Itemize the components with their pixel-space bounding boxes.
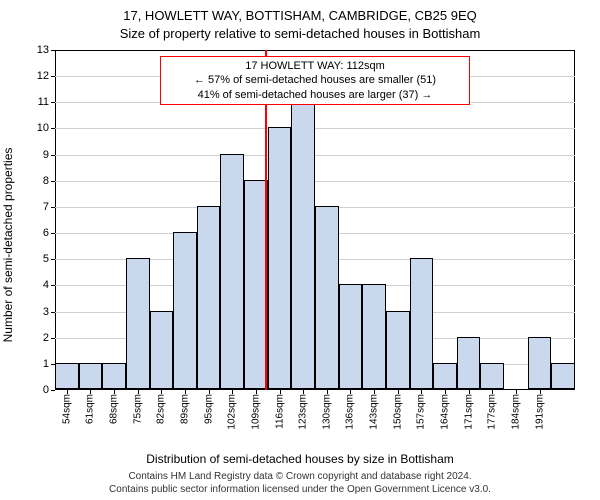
y-tick-mark <box>51 390 55 391</box>
x-tick-label: 157sqm <box>416 394 427 430</box>
x-tick-label: 136sqm <box>345 394 356 430</box>
y-tick-label: 1 <box>43 358 49 370</box>
footer-line2: Contains public sector information licen… <box>0 484 600 497</box>
x-tick-label: 68sqm <box>109 394 120 424</box>
histogram-bar <box>173 232 197 389</box>
y-tick-label: 2 <box>43 332 49 344</box>
y-tick-label: 3 <box>43 306 49 318</box>
annotation-line1: 17 HOWLETT WAY: 112sqm <box>167 59 463 73</box>
y-tick-label: 10 <box>37 122 49 134</box>
histogram-bar <box>126 258 150 389</box>
y-tick-label: 0 <box>43 384 49 396</box>
x-tick-label: 150sqm <box>392 394 403 430</box>
x-tick-label: 89sqm <box>180 394 191 424</box>
histogram-bar <box>480 363 504 389</box>
x-tick-label: 75sqm <box>132 394 143 424</box>
x-tick-label: 143sqm <box>369 394 380 430</box>
histogram-bar <box>268 127 292 389</box>
x-tick-label: 184sqm <box>510 394 521 430</box>
x-tick-label: 130sqm <box>321 394 332 430</box>
y-tick-mark <box>51 155 55 156</box>
x-tick-label: 116sqm <box>274 394 285 429</box>
histogram-bar <box>339 284 363 389</box>
histogram-bar <box>315 206 339 389</box>
y-tick-mark <box>51 128 55 129</box>
histogram-bar <box>197 206 221 389</box>
histogram-bar <box>55 363 79 389</box>
y-tick-mark <box>51 259 55 260</box>
annotation-line2: ← 57% of semi-detached houses are smalle… <box>167 73 463 87</box>
figure-footer: Contains HM Land Registry data © Crown c… <box>0 471 600 496</box>
x-axis-label: Distribution of semi-detached houses by … <box>0 452 600 466</box>
histogram-bar <box>551 363 575 389</box>
figure-title-line1: 17, HOWLETT WAY, BOTTISHAM, CAMBRIDGE, C… <box>0 8 600 23</box>
x-tick-label: 164sqm <box>440 394 451 430</box>
y-tick-label: 7 <box>43 201 49 213</box>
y-tick-mark <box>51 181 55 182</box>
histogram-bar <box>362 284 386 389</box>
y-axis-label: Number of semi-detached properties <box>1 148 15 343</box>
histogram-bar <box>386 311 410 389</box>
histogram-bar <box>457 337 481 389</box>
y-tick-mark <box>51 233 55 234</box>
y-tick-label: 6 <box>43 227 49 239</box>
histogram-bar <box>528 337 552 389</box>
y-tick-label: 13 <box>37 44 49 56</box>
y-tick-mark <box>51 207 55 208</box>
histogram-bar <box>150 311 174 389</box>
y-tick-mark <box>51 50 55 51</box>
histogram-bar <box>102 363 126 389</box>
x-tick-label: 61sqm <box>85 394 96 424</box>
histogram-bar <box>433 363 457 389</box>
y-tick-label: 4 <box>43 279 49 291</box>
figure-title-line2: Size of property relative to semi-detach… <box>0 26 600 41</box>
y-tick-mark <box>51 285 55 286</box>
y-gridline <box>55 128 575 129</box>
chart-plot-area: 17 HOWLETT WAY: 112sqm ← 57% of semi-det… <box>55 50 575 390</box>
y-tick-label: 11 <box>38 96 49 108</box>
x-tick-label: 123sqm <box>298 394 309 430</box>
y-tick-label: 12 <box>37 70 49 82</box>
x-tick-label: 95sqm <box>203 394 214 424</box>
x-tick-label: 109sqm <box>250 394 261 430</box>
x-tick-label: 171sqm <box>463 394 474 430</box>
x-tick-label: 191sqm <box>534 394 545 430</box>
annotation-line3: 41% of semi-detached houses are larger (… <box>167 88 463 102</box>
histogram-bar <box>220 154 244 389</box>
figure-root: 17, HOWLETT WAY, BOTTISHAM, CAMBRIDGE, C… <box>0 0 600 500</box>
y-tick-mark <box>51 76 55 77</box>
annotation-box: 17 HOWLETT WAY: 112sqm ← 57% of semi-det… <box>160 56 470 105</box>
y-tick-mark <box>51 312 55 313</box>
y-tick-mark <box>51 102 55 103</box>
y-tick-label: 5 <box>43 253 49 265</box>
y-tick-mark <box>51 338 55 339</box>
x-tick-label: 102sqm <box>227 394 238 430</box>
histogram-bar <box>79 363 103 389</box>
footer-line1: Contains HM Land Registry data © Crown c… <box>0 471 600 484</box>
y-gridline <box>55 155 575 156</box>
x-tick-label: 54sqm <box>61 394 72 424</box>
x-tick-label: 177sqm <box>487 394 498 430</box>
y-gridline <box>55 181 575 182</box>
histogram-bar <box>410 258 434 389</box>
x-tick-label: 82sqm <box>156 394 167 424</box>
histogram-bar <box>291 101 315 389</box>
y-tick-label: 9 <box>43 149 49 161</box>
y-tick-label: 8 <box>43 175 49 187</box>
